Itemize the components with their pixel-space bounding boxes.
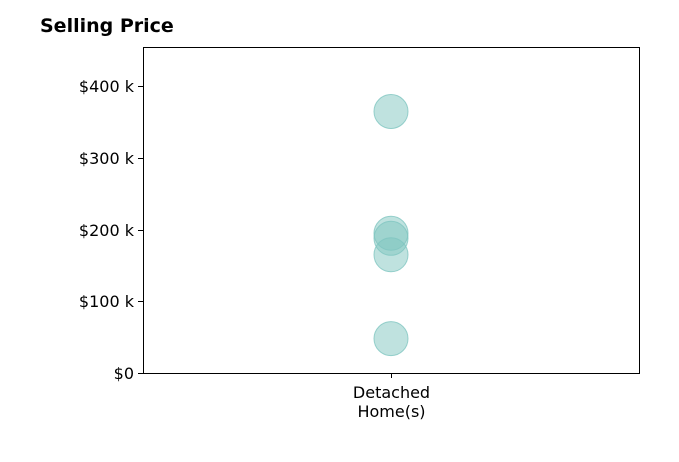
chart-title: Selling Price: [40, 15, 174, 37]
data-point: [373, 237, 409, 273]
y-axis: $0 $100 k $200 k $300 k $400 k: [79, 77, 143, 383]
data-point: [373, 321, 409, 357]
y-tick-label: $200 k: [79, 221, 135, 240]
x-axis: Detached Home(s): [353, 373, 430, 421]
y-tick-label: $0: [114, 364, 134, 383]
data-point: [373, 93, 409, 129]
x-tick-label: Detached Home(s): [353, 383, 430, 421]
y-tick-label: $100 k: [79, 292, 135, 311]
y-tick-label: $400 k: [79, 77, 135, 96]
points-layer: [373, 93, 409, 357]
y-tick-label: $300 k: [79, 149, 135, 168]
